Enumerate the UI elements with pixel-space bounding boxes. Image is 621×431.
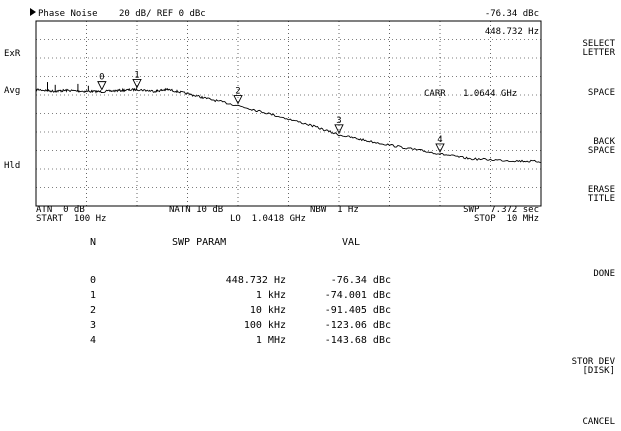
stop-freq-readout: STOP 10 MHz xyxy=(473,214,539,224)
table-row-val: -91.405 dBc xyxy=(324,305,391,316)
marker-2: 2 xyxy=(233,87,243,105)
marker-label: 4 xyxy=(437,135,442,145)
carrier-freq: 1.0644 GHz xyxy=(463,89,518,99)
natn-readout: NATN 10 dB xyxy=(169,205,224,215)
atn-readout: ATN 0 dB xyxy=(36,205,85,215)
marker-group: 0 1 2 3 4 xyxy=(97,70,445,153)
softkey-select-letter[interactable]: SELECT LETTER xyxy=(582,39,615,58)
marker-triangle xyxy=(132,79,142,89)
col-header-n: N xyxy=(90,237,97,248)
trace-line xyxy=(35,87,542,163)
carrier-label: CARR xyxy=(424,89,446,99)
table-row-n: 2 xyxy=(90,305,97,316)
graticule-grid xyxy=(36,21,541,206)
side-label-exr: ExR xyxy=(4,49,21,59)
table-row-val: -123.06 dBc xyxy=(324,320,391,331)
side-label-hld: Hld xyxy=(4,161,20,171)
marker-4: 4 xyxy=(435,135,445,153)
marker-0: 0 xyxy=(97,73,107,91)
table-row-val: -76.34 dBc xyxy=(330,275,391,286)
softkey-erase-title[interactable]: ERASE TITLE xyxy=(587,185,615,204)
marker-freq-readout: 448.732 Hz xyxy=(484,27,539,37)
marker-triangle xyxy=(435,143,445,153)
marker-label: 2 xyxy=(235,87,240,97)
softkey-cancel[interactable]: CANCEL xyxy=(582,417,615,427)
col-header-param: SWP PARAM xyxy=(172,237,227,248)
trace-title: Phase Noise xyxy=(38,9,98,19)
side-labels: ExR Avg Hld xyxy=(4,49,21,171)
table-row-param: 100 kHz xyxy=(243,320,286,331)
marker-triangle xyxy=(233,95,243,105)
table-row-param: 1 kHz xyxy=(255,290,286,301)
softkey-back-space[interactable]: BACK SPACE xyxy=(587,137,615,156)
marker-triangle xyxy=(334,124,344,134)
side-label-avg: Avg xyxy=(4,86,20,96)
table-row-val: -74.001 dBc xyxy=(324,290,391,301)
table-row-n: 4 xyxy=(90,335,97,346)
softkey-stor-dev[interactable]: STOR DEV [DISK] xyxy=(571,357,615,376)
softkey-space[interactable]: SPACE xyxy=(587,88,615,98)
marker-label: 3 xyxy=(336,116,341,126)
nbw-readout: NBW 1 Hz xyxy=(310,205,359,215)
sweep-time-readout: SWP 7.372 sec xyxy=(463,205,539,215)
table-row-param: 1 MHz xyxy=(255,335,286,346)
lo-freq-readout: LO 1.0418 GHz xyxy=(230,214,306,224)
softkey-done[interactable]: DONE xyxy=(593,269,615,279)
marker-value-readout: -76.34 dBc xyxy=(484,9,539,19)
scale-ref-readout: 20 dB/ REF 0 dBc xyxy=(119,9,206,19)
marker-3: 3 xyxy=(334,116,344,134)
table-row-n: 3 xyxy=(90,320,97,331)
col-header-val: VAL xyxy=(342,237,361,248)
start-freq-readout: START 100 Hz xyxy=(36,214,107,224)
marker-label: 0 xyxy=(99,73,104,83)
table-row-val: -143.68 dBc xyxy=(324,335,391,346)
marker-label: 1 xyxy=(134,70,139,80)
table-row-param: 10 kHz xyxy=(249,305,286,316)
marker-1: 1 xyxy=(132,70,142,89)
marker-triangle xyxy=(97,81,107,91)
table-row-n: 1 xyxy=(90,290,97,301)
table-row-n: 0 xyxy=(90,275,97,286)
table-row-param: 448.732 Hz xyxy=(225,275,286,286)
phase-noise-trace xyxy=(35,82,542,163)
active-trace-indicator xyxy=(30,8,36,16)
